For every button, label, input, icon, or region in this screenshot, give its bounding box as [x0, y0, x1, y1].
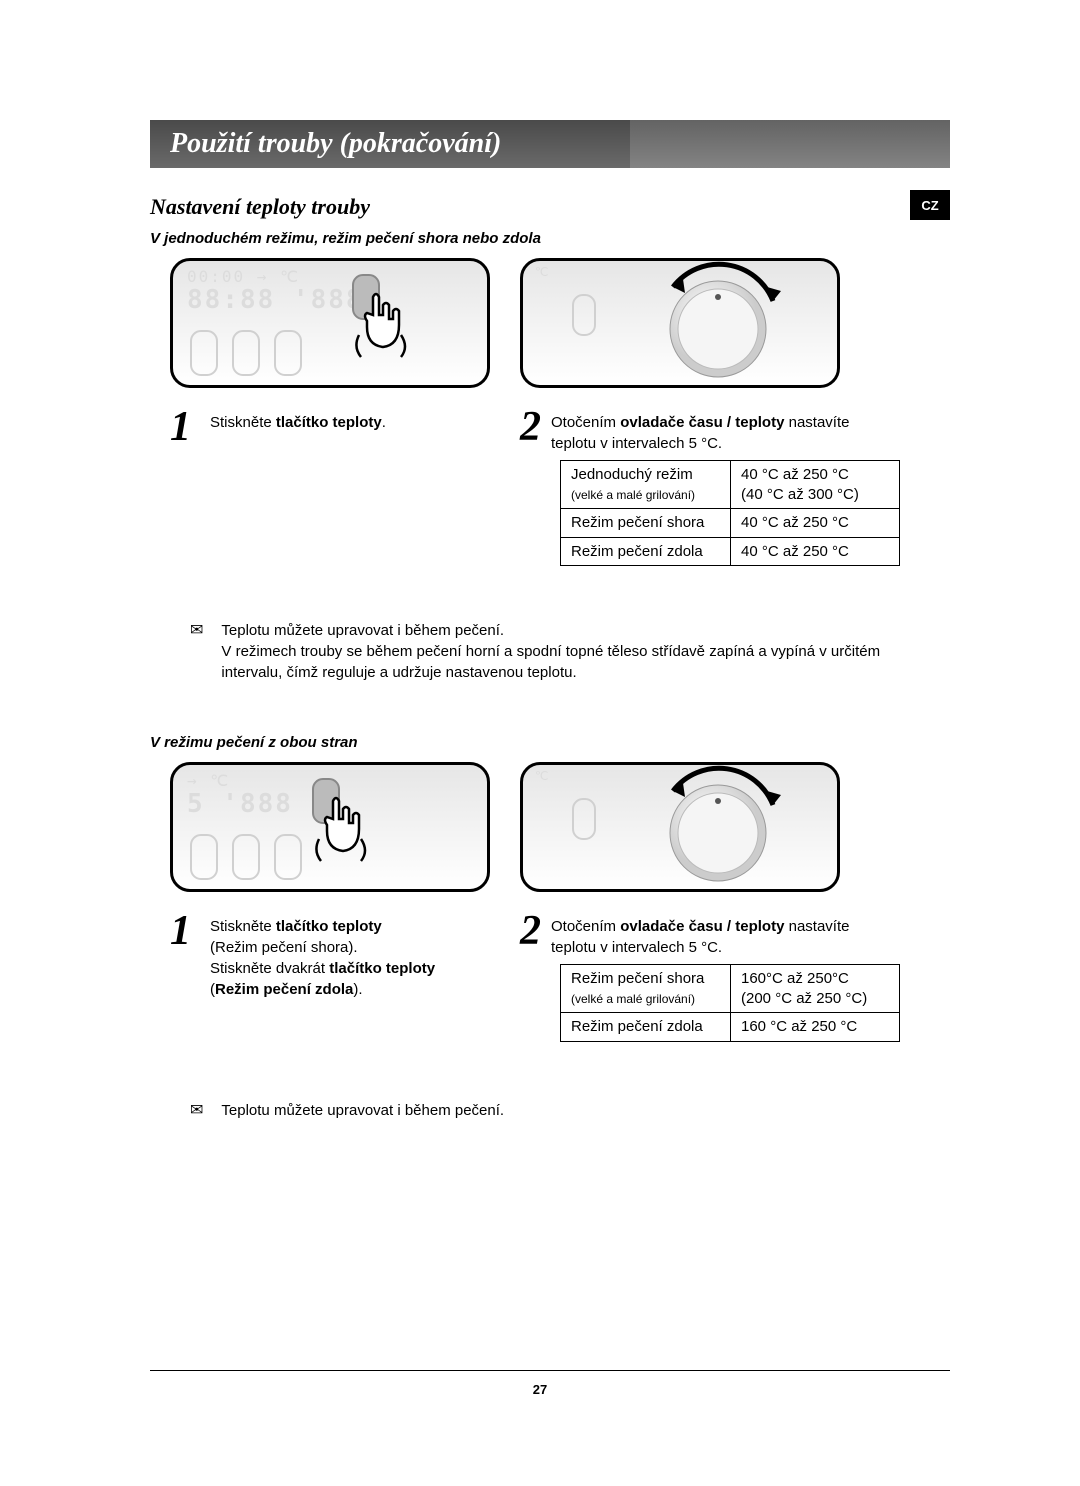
- step-1b-text: Stiskněte tlačítko teploty (Režim pečení…: [210, 910, 435, 1000]
- section-title: Nastavení teploty trouby: [150, 194, 370, 220]
- subtitle-simple-mode: V jednoduchém režimu, režim pečení shora…: [150, 230, 541, 247]
- temperature-table-1: Jednoduchý režim(velké a malé grilování)…: [560, 460, 900, 566]
- header-bar: Použití trouby (pokračování): [150, 120, 950, 168]
- footer-rule: [150, 1370, 950, 1371]
- panel-press-temp-2: → ℃ 5 '888: [170, 762, 490, 892]
- step-2a: 2 Otočením ovladače času / teploty nasta…: [520, 406, 860, 454]
- header-bar-deco: [630, 120, 950, 168]
- knob-icon: [523, 765, 840, 892]
- note-2: ✉ Teplotu můžete upravovat i během pečen…: [190, 1100, 940, 1122]
- step-1b: 1 Stiskněte tlačítko teploty (Režim peče…: [170, 910, 510, 1000]
- step-number: 2: [520, 910, 541, 952]
- step-2b: 2 Otočením ovladače času / teploty nasta…: [520, 910, 860, 958]
- step-1a: 1 Stiskněte tlačítko teploty.: [170, 406, 490, 448]
- note-2-text: Teplotu můžete upravovat i během pečení.: [221, 1100, 504, 1121]
- note-icon: ✉: [190, 620, 203, 642]
- hand-press-icon: [313, 789, 383, 879]
- panel-press-temp-1: 00:00 → ℃ 88:88 '888: [170, 258, 490, 388]
- language-badge: CZ: [910, 190, 950, 220]
- temperature-table-2: Režim pečení shora (velké a malé grilová…: [560, 964, 900, 1042]
- step-2b-text: Otočením ovladače času / teploty nastaví…: [551, 910, 860, 958]
- panel-turn-knob-2: ℃: [520, 762, 840, 892]
- panel-buttons-icon: [173, 261, 490, 388]
- note-icon: ✉: [190, 1100, 203, 1122]
- page-number: 27: [0, 1382, 1080, 1397]
- hand-press-icon: [353, 285, 423, 375]
- step-1a-text: Stiskněte tlačítko teploty.: [210, 406, 386, 433]
- subtitle-both-sides: V režimu pečení z obou stran: [150, 734, 358, 751]
- header-title: Použití trouby (pokračování): [170, 128, 501, 160]
- step-number: 1: [170, 406, 200, 448]
- note-1: ✉ Teplotu můžete upravovat i během pečen…: [190, 620, 940, 683]
- note-1-text: Teplotu můžete upravovat i během pečení.…: [221, 620, 940, 683]
- step-number: 1: [170, 910, 200, 952]
- knob-icon: [523, 261, 840, 388]
- step-2a-text: Otočením ovladače času / teploty nastaví…: [551, 406, 860, 454]
- step-number: 2: [520, 406, 541, 448]
- panel-turn-knob-1: ℃: [520, 258, 840, 388]
